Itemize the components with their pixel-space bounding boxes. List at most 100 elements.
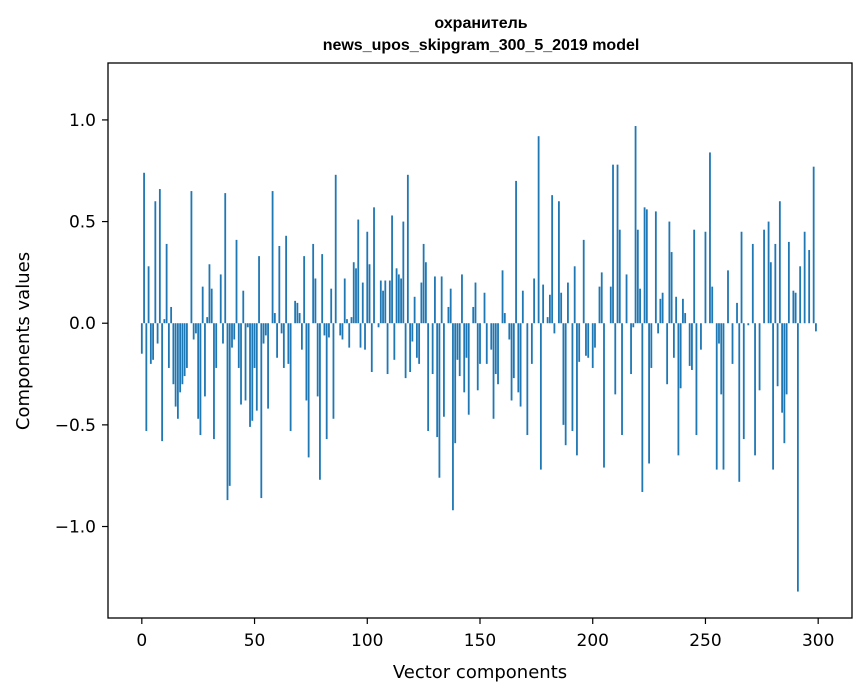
bar [769, 262, 772, 324]
bar [815, 323, 817, 332]
bar [571, 323, 574, 431]
bar [323, 323, 326, 336]
bar [727, 270, 729, 324]
bar [147, 266, 150, 324]
bar [140, 323, 143, 354]
y-tick-label: 0.0 [69, 314, 96, 334]
x-tick-label: 200 [577, 631, 609, 651]
bar [440, 276, 443, 324]
bar [300, 323, 303, 350]
bar [691, 323, 693, 370]
bar [618, 229, 621, 324]
bar [573, 266, 576, 324]
bar [503, 313, 506, 324]
bar [395, 268, 398, 324]
bar [564, 323, 567, 446]
bar [526, 323, 529, 436]
bar [641, 323, 644, 492]
bar [558, 201, 560, 324]
bar [578, 323, 581, 362]
bar [458, 323, 461, 377]
bar [711, 286, 714, 324]
bar [294, 300, 297, 324]
bar [778, 201, 781, 324]
bar [758, 323, 761, 391]
bar [350, 317, 353, 324]
bar [587, 323, 590, 358]
bar [161, 323, 164, 442]
bar [339, 323, 342, 336]
bar [598, 286, 601, 324]
bar [742, 323, 745, 440]
bar [237, 323, 240, 368]
bar [625, 274, 628, 324]
bar [386, 323, 389, 375]
bar [271, 191, 274, 324]
bar [754, 323, 756, 456]
bar [591, 323, 594, 368]
bar [785, 323, 788, 395]
bar [751, 243, 754, 324]
bar [530, 323, 533, 364]
bar [174, 323, 177, 407]
bar [542, 284, 545, 324]
bar [461, 274, 463, 324]
bar [645, 209, 648, 324]
bar [208, 264, 211, 324]
bar [154, 201, 157, 324]
bar [688, 323, 691, 366]
bar [280, 323, 283, 334]
bar [303, 256, 306, 324]
bar [616, 164, 619, 324]
bar [521, 290, 524, 324]
bar [357, 219, 360, 324]
bar [413, 296, 416, 324]
bar [422, 243, 425, 324]
bar [170, 306, 173, 324]
bar [312, 243, 315, 324]
bar [783, 323, 786, 444]
y-tick-label: −1.0 [55, 518, 96, 538]
bar [738, 323, 741, 482]
bar [463, 323, 466, 393]
bar [709, 152, 711, 324]
bar [397, 274, 400, 324]
bar [720, 323, 723, 395]
bar [246, 323, 249, 328]
bar [287, 323, 290, 364]
bar [539, 323, 542, 470]
bar [186, 323, 188, 368]
bar [424, 262, 427, 324]
y-axis-ticks: −1.0 −0.5 0.0 0.5 1.0 [55, 111, 108, 538]
bar [447, 306, 450, 324]
bar [585, 323, 587, 356]
bar [258, 256, 260, 324]
bar [316, 323, 319, 397]
bar [334, 174, 337, 324]
bar [382, 290, 384, 324]
bar [562, 323, 565, 425]
bar [364, 323, 366, 350]
bar [560, 292, 563, 324]
chart-title-line2: news_upos_skipgram_300_5_2019 model [323, 37, 640, 54]
bar [244, 323, 247, 401]
bar [219, 274, 222, 324]
bar [465, 323, 468, 358]
bar [497, 323, 499, 385]
bar [431, 323, 434, 375]
x-tick-label: 0 [136, 631, 147, 651]
bar [594, 323, 596, 348]
bar [391, 215, 393, 324]
bar [648, 323, 650, 464]
bar [346, 319, 348, 324]
bar [621, 323, 623, 436]
bar [781, 323, 784, 413]
bar [787, 241, 790, 324]
bar [415, 323, 418, 358]
bar [612, 164, 614, 324]
bar [402, 221, 405, 324]
bar [485, 323, 488, 364]
bar [740, 231, 743, 324]
